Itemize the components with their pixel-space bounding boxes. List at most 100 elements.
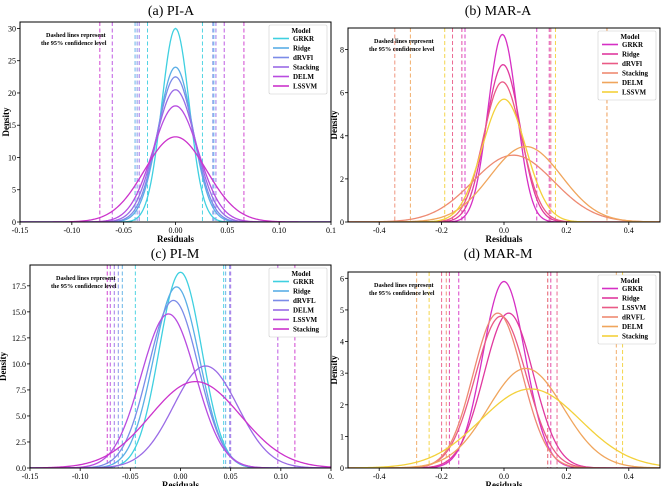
x-tick-label: -0.15 — [12, 226, 29, 235]
legend-entry-drvfl: dRVFl — [622, 60, 642, 68]
legend-entry-drvfl: dRVFL — [622, 314, 645, 322]
x-axis-label: Residuals — [485, 480, 523, 486]
x-tick-label: 0.00 — [174, 472, 188, 481]
y-axis-label: Density — [1, 107, 11, 136]
confidence-lines — [99, 22, 245, 222]
x-tick-label: 0.1 — [326, 226, 336, 235]
legend-entry-ridge: Ridge — [293, 45, 311, 53]
legend-entry-delm: DELM — [293, 73, 314, 81]
legend-title: Model — [620, 277, 639, 285]
x-tick-label: -0.2 — [435, 472, 448, 481]
y-tick-label: 10.0 — [12, 360, 26, 369]
x-tick-label: -0.2 — [435, 226, 448, 235]
x-tick-label: 0.10 — [272, 226, 286, 235]
y-tick-label: 6 — [340, 89, 344, 98]
y-tick-label: 5.0 — [16, 412, 26, 421]
legend-entry-lssvm: LSSVM — [622, 89, 647, 97]
y-tick-label: 4 — [340, 132, 344, 141]
chart-title: (c) PI-M — [151, 247, 200, 262]
legend-entry-grkr: GRKR — [293, 278, 315, 286]
density-curve-delm — [30, 365, 331, 468]
y-tick-label: 2 — [340, 175, 344, 184]
y-tick-label: 2 — [340, 401, 344, 410]
ci-annotation-line-2: the 95% confidence level — [369, 290, 435, 297]
y-tick-label: 2.5 — [16, 438, 26, 447]
chart-panel-1: (a) PI-A-0.15 -0.10 -0.05 0.00 0.05 0.10 0.105… — [1, 4, 336, 244]
density-curve-drvfl — [348, 81, 660, 222]
density-curve-grkr — [348, 33, 660, 222]
x-tick-label: -0.15 — [22, 472, 39, 481]
density-curve-lssvm — [348, 98, 660, 222]
y-axis-label: Density — [329, 110, 339, 139]
x-tick-label: 0.0 — [499, 226, 509, 235]
legend-entry-ridge: Ridge — [293, 288, 311, 296]
y-tick-label: 6 — [340, 274, 344, 283]
x-tick-label: -0.10 — [63, 226, 80, 235]
legend-entry-grkr: GRKR — [622, 41, 644, 49]
x-tick-label: 0.05 — [224, 472, 238, 481]
legend-entry-stacking: Stacking — [622, 70, 649, 78]
density-curve-grkr — [30, 271, 331, 468]
legend-entry-lssvm: LSSVM — [622, 304, 647, 312]
legend-entry-drvfl: dRVFl — [293, 54, 313, 62]
density-curve-grkr — [20, 27, 331, 222]
x-tick-label: 0.0 — [499, 472, 509, 481]
confidence-lines — [106, 265, 296, 468]
density-curve-grkr — [348, 280, 660, 468]
ci-annotation-line-2: the 95% confidence level — [41, 40, 107, 47]
x-tick-label: 0.2 — [561, 472, 571, 481]
legend-entry-ridge: Ridge — [622, 295, 640, 303]
legend-entry-delm: DELM — [622, 79, 643, 87]
x-tick-label: 0.4 — [624, 226, 634, 235]
x-tick-label: 0.00 — [169, 226, 183, 235]
y-tick-label: 10 — [8, 153, 16, 162]
legend-entry-delm: DELM — [293, 307, 314, 315]
y-tick-label: 15.0 — [12, 308, 26, 317]
y-tick-label: 4 — [340, 338, 344, 347]
chart-title: (a) PI-A — [148, 4, 195, 19]
y-tick-label: 25 — [8, 57, 16, 66]
ci-annotation-line-1: Dashed lines represent — [56, 275, 117, 282]
y-tick-label: 20 — [8, 89, 16, 98]
ci-annotation-line-1: Dashed lines represent — [374, 282, 435, 289]
legend-title: Model — [291, 27, 310, 35]
legend-entry-grkr: GRKR — [622, 285, 644, 293]
legend-entry-drvfl: dRVFL — [293, 297, 316, 305]
density-curve-ridge — [348, 64, 660, 222]
density-curve-stacking — [20, 89, 331, 222]
y-tick-label: 7.5 — [16, 386, 26, 395]
x-axis-label: Residuals — [162, 480, 200, 486]
density-curve-ridge — [20, 66, 331, 222]
legend-entry-stacking: Stacking — [293, 326, 320, 334]
x-tick-label: -0.05 — [115, 226, 132, 235]
x-tick-label: 0.2 — [561, 226, 571, 235]
x-tick-label: 0. — [328, 472, 334, 481]
legend-entry-stacking: Stacking — [293, 64, 320, 72]
x-tick-label: 0.4 — [624, 472, 634, 481]
y-tick-label: 5 — [12, 186, 16, 195]
y-tick-label: 1 — [340, 432, 344, 441]
chart-title: (d) MAR-M — [464, 247, 533, 262]
ci-annotation-line-1: Dashed lines represent — [374, 38, 435, 45]
legend-entry-grkr: GRKR — [293, 35, 315, 43]
ci-annotation-line-2: the 95% confidence level — [51, 283, 117, 290]
ci-annotation-line-2: the 95% confidence level — [369, 46, 435, 53]
y-tick-label: 30 — [8, 24, 16, 33]
x-axis-label: Residuals — [157, 234, 195, 244]
y-tick-label: 0 — [340, 218, 344, 227]
chart-panel-2: (b) MAR-A -0.4 -0.2 0.0 0.2 0.4 0 2 4 6 8 Residuals… — [329, 4, 661, 244]
y-tick-label: 0 — [12, 218, 16, 227]
y-tick-label: 0 — [340, 464, 344, 473]
density-curve-stacking — [348, 388, 660, 468]
legend-entry-lssvm: LSSVM — [293, 83, 318, 91]
density-curve-stacking — [30, 380, 331, 468]
y-axis-label: Density — [0, 352, 8, 381]
x-tick-label: -0.4 — [373, 472, 386, 481]
